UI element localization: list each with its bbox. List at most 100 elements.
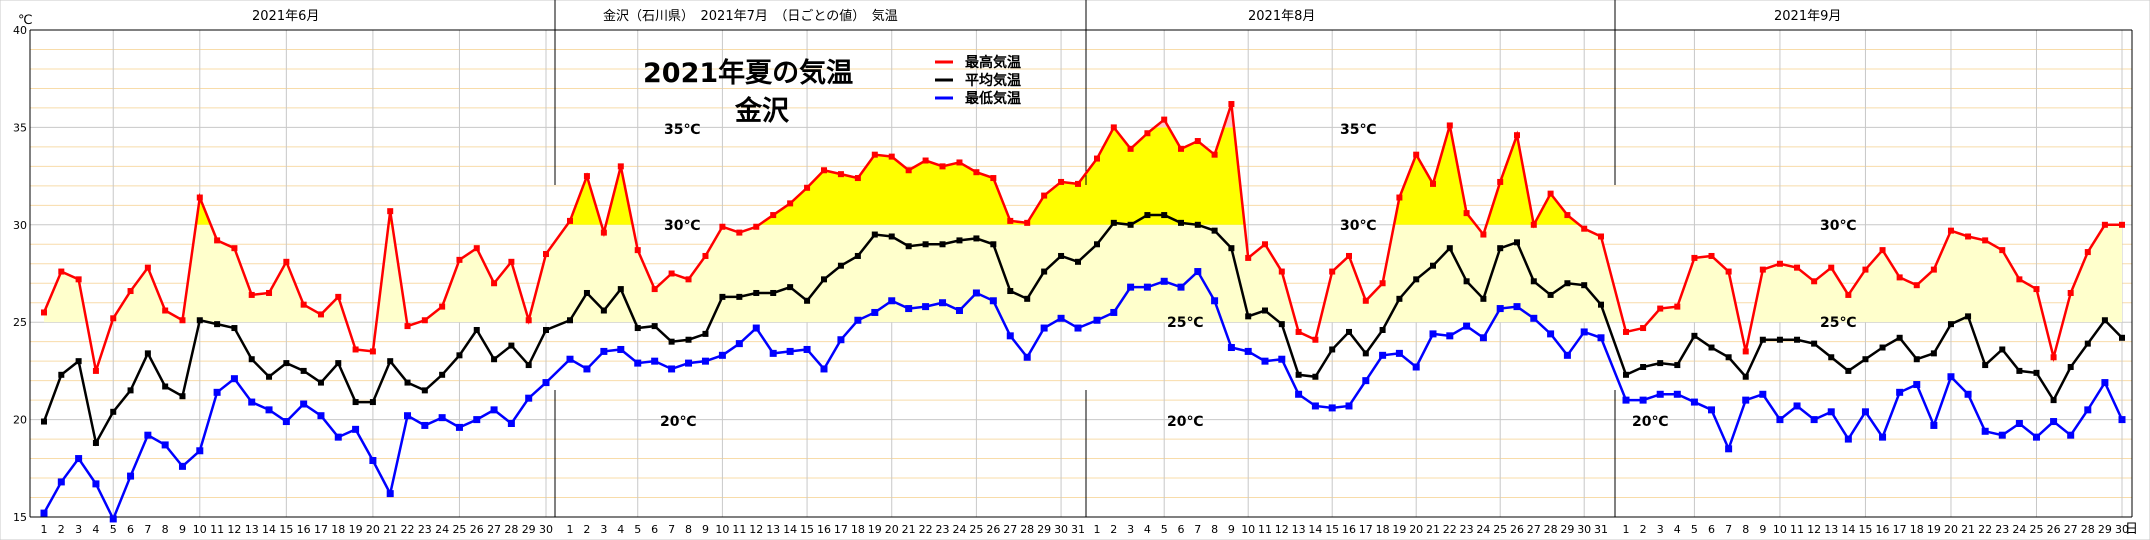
max-temp-point — [1759, 266, 1766, 273]
x-tick-label: 5 — [1691, 523, 1698, 536]
fill-areas — [44, 104, 2122, 323]
avg-temp-point — [248, 356, 255, 363]
min-temp-point — [248, 398, 256, 406]
min-temp-point — [1930, 421, 1938, 429]
avg-temp-point — [567, 317, 573, 324]
x-tick-label: 6 — [1178, 523, 1185, 536]
min-temp-point — [1295, 390, 1303, 398]
min-temp-point — [1160, 277, 1168, 285]
min-temp-point — [1177, 283, 1185, 291]
x-tick-label: 14 — [1308, 523, 1322, 536]
max-temp-point — [617, 163, 624, 170]
min-temp-point — [127, 472, 135, 480]
x-tick-label: 25 — [1493, 523, 1507, 536]
min-temp-point — [1057, 314, 1065, 322]
x-tick-label: 10 — [715, 523, 729, 536]
x-tick-label: 24 — [952, 523, 966, 536]
month-header-jun: 2021年6月 — [252, 9, 319, 24]
avg-temp-point — [837, 262, 844, 269]
min-temp-point — [2118, 416, 2126, 424]
min-temp-point — [1947, 373, 1955, 381]
x-tick-label: 7 — [144, 523, 151, 536]
x-tick-label: 29 — [1037, 523, 1051, 536]
x-tick-label: 16 — [817, 523, 831, 536]
x-tick-label: 9 — [1228, 523, 1235, 536]
x-tick-label: 3 — [1127, 523, 1134, 536]
max-temp-point — [567, 217, 573, 224]
chart-subtitle: 金沢 — [734, 95, 790, 127]
min-temp-point — [386, 490, 394, 498]
avg-temp-point — [2101, 317, 2108, 324]
max-temp-point — [1110, 124, 1117, 131]
month-panels — [29, 0, 2133, 518]
max-temp-point — [248, 291, 255, 298]
avg-temp-point — [1228, 245, 1235, 252]
avg-temp-point — [1999, 346, 2006, 353]
min-temp-point — [196, 447, 204, 455]
x-tick-label: 4 — [617, 523, 624, 536]
avg-temp-point — [2050, 397, 2057, 404]
avg-temp-point — [583, 289, 590, 296]
max-temp-point — [2016, 276, 2023, 283]
x-tick-label: 18 — [1910, 523, 1924, 536]
avg-temp-point — [1497, 245, 1504, 252]
x-tick-label: 1 — [41, 523, 48, 536]
min-temp-point — [1110, 308, 1118, 316]
max-temp-point — [2084, 249, 2091, 256]
x-tick-label: 5 — [110, 523, 117, 536]
avg-temp-point — [283, 360, 290, 367]
avg-temp-point — [1430, 262, 1436, 269]
x-tick-label: 22 — [919, 523, 933, 536]
max-temp-point — [1446, 122, 1453, 129]
x-tick-label: 5 — [634, 523, 641, 536]
max-temp-point — [1362, 297, 1369, 304]
avg-temp-point — [335, 360, 342, 367]
x-tick-label: 20 — [1409, 523, 1423, 536]
chart-header: 金沢（石川県） 2021年7月 （日ごとの値） 気温 — [603, 8, 898, 24]
max-temp-point — [1413, 151, 1420, 158]
min-temp-point — [905, 305, 913, 313]
avg-temp-point — [127, 387, 134, 394]
min-temp-point — [2050, 418, 2058, 426]
y-tick-label: 25 — [13, 316, 27, 329]
avg-temp-point — [1514, 239, 1520, 246]
max-temp-point — [1144, 130, 1151, 137]
max-temp-point — [1598, 233, 1604, 240]
min-temp-point — [473, 416, 481, 424]
x-tick-label: 3 — [1657, 523, 1664, 536]
x-tick-label: 17 — [834, 523, 848, 536]
min-temp-line — [42, 269, 2124, 523]
y-axis-ticks: 15 20 25 30 35 40 — [13, 24, 27, 524]
avg-temp-point — [1329, 346, 1336, 353]
avg-temp-point — [1312, 373, 1319, 380]
max-temp-point — [753, 223, 760, 230]
avg-temp-point — [1776, 336, 1783, 343]
x-tick-label: 16 — [297, 523, 311, 536]
max-temp-point — [1913, 282, 1920, 289]
avg-temp-point — [600, 307, 607, 314]
x-tick-label: 15 — [1325, 523, 1339, 536]
min-temp-point — [1362, 377, 1370, 385]
min-temp-point — [1513, 303, 1521, 311]
min-temp-point — [1759, 390, 1767, 398]
max-temp-point — [1742, 348, 1749, 355]
avg-temp-point — [456, 352, 463, 359]
avg-temp-point — [1530, 278, 1537, 285]
legend-item-min: 最低気温 — [935, 90, 1021, 107]
min-temp-point — [701, 357, 709, 365]
x-tick-label: 1 — [1623, 523, 1630, 536]
x-tick-label: 23 — [936, 523, 950, 536]
max-temp-point — [266, 289, 273, 296]
max-temp-point — [1896, 274, 1903, 281]
x-tick-label: 17 — [1359, 523, 1373, 536]
x-tick-label: 21 — [1426, 523, 1440, 536]
x-tick-label: 28 — [1544, 523, 1558, 536]
avg-temp-point — [1194, 221, 1201, 228]
avg-temp-point — [144, 350, 151, 357]
min-temp-point — [1776, 416, 1784, 424]
avg-temp-point — [854, 252, 861, 259]
avg-temp-point — [1007, 288, 1014, 295]
x-tick-label: 12 — [227, 523, 241, 536]
max-temp-point — [1530, 221, 1537, 228]
